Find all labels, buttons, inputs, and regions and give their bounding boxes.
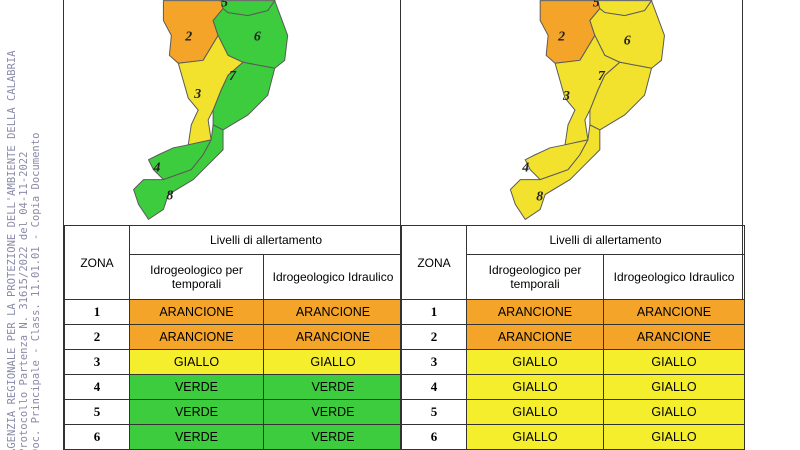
zona-header: ZONA — [401, 225, 467, 300]
table-row: 1 ARANCIONE ARANCIONE — [401, 299, 745, 325]
table-row: 4 VERDE VERDE — [64, 374, 403, 400]
storm-level-cell: GIALLO — [466, 349, 604, 375]
map-zone-label: 2 — [557, 29, 565, 44]
protocol-stamp-text: AGENZIA REGIONALE PER LA PROTEZIONE DELL… — [6, 0, 42, 450]
hydraulic-level-cell: GIALLO — [603, 424, 745, 450]
map-zone-label: 4 — [152, 161, 160, 176]
table-row: 3 GIALLO GIALLO — [401, 349, 745, 375]
storm-level-cell: GIALLO — [466, 399, 604, 425]
zone-number: 5 — [64, 399, 130, 425]
hydraulic-hazard-header: Idrogeologico Idraulico — [603, 254, 745, 300]
zone-number: 6 — [64, 424, 130, 450]
hydraulic-level-cell: VERDE — [263, 424, 403, 450]
protocol-stamp: AGENZIA REGIONALE PER LA PROTEZIONE DELL… — [0, 0, 48, 450]
map-zone-label: 8 — [166, 188, 173, 203]
table-row: 6 GIALLO GIALLO — [401, 424, 745, 450]
map-zone-label: 2 — [184, 29, 192, 44]
forecast-panel-right: 2 5 6 7 3 4 8 ZONA Livelli di allertamen… — [400, 0, 745, 450]
hydraulic-level-cell: VERDE — [263, 399, 403, 425]
alert-levels-table-right: ZONA Livelli di allertamento Idrogeologi… — [401, 225, 745, 450]
region-map-right: 2 5 6 7 3 4 8 — [401, 0, 742, 225]
zone-number: 3 — [64, 349, 130, 375]
map-zone-label: 6 — [624, 33, 631, 48]
zone-number: 4 — [401, 374, 467, 400]
storm-level-cell: GIALLO — [466, 424, 604, 450]
map-zone — [554, 34, 621, 146]
stamp-line-2: Protocollo Partenza N. 31615/2022 del 04… — [18, 151, 30, 450]
storm-level-cell: ARANCIONE — [466, 299, 604, 325]
storm-level-cell: GIALLO — [129, 349, 264, 375]
map-zone-label: 5 — [221, 0, 228, 11]
hydraulic-level-cell: GIALLO — [263, 349, 403, 375]
storm-hazard-header: Idrogeologico per temporali — [129, 254, 264, 300]
hydraulic-level-cell: VERDE — [263, 374, 403, 400]
forecast-panel-left: 2 5 6 7 3 4 8 ZONA Livelli di allertamen… — [63, 0, 403, 450]
map-zone-label: 7 — [229, 69, 237, 84]
alert-levels-header: Livelli di allertamento — [466, 225, 745, 255]
hydraulic-level-cell: ARANCIONE — [603, 299, 745, 325]
map-zone-label: 3 — [562, 89, 570, 104]
map-zone-label: 4 — [521, 161, 529, 176]
map-zone — [509, 124, 601, 221]
table-row: 3 GIALLO GIALLO — [64, 349, 403, 375]
hydraulic-level-cell: ARANCIONE — [603, 324, 745, 350]
storm-level-cell: VERDE — [129, 399, 264, 425]
storm-hazard-header: Idrogeologico per temporali — [466, 254, 604, 300]
storm-level-cell: VERDE — [129, 374, 264, 400]
storm-level-cell: GIALLO — [466, 374, 604, 400]
hydraulic-level-cell: ARANCIONE — [263, 299, 403, 325]
map-zone-label: 8 — [536, 189, 543, 204]
zone-number: 1 — [64, 299, 130, 325]
region-map-left: 2 5 6 7 3 4 8 — [64, 0, 400, 225]
zone-number: 2 — [401, 324, 467, 350]
calabria-map-right: 2 5 6 7 3 4 8 — [509, 0, 665, 221]
map-zone-labels: 2 5 6 7 3 4 8 — [152, 0, 260, 203]
map-zone-labels: 2 5 6 7 3 4 8 — [521, 0, 630, 204]
table-row: 2 ARANCIONE ARANCIONE — [401, 324, 745, 350]
table-row: 5 VERDE VERDE — [64, 399, 403, 425]
storm-level-cell: VERDE — [129, 424, 264, 450]
zone-number: 2 — [64, 324, 130, 350]
map-zone-label: 6 — [254, 29, 261, 44]
table-row: 5 GIALLO GIALLO — [401, 399, 745, 425]
hydraulic-level-cell: GIALLO — [603, 374, 745, 400]
table-row: 1 ARANCIONE ARANCIONE — [64, 299, 403, 325]
storm-level-cell: ARANCIONE — [466, 324, 604, 350]
table-row: 4 GIALLO GIALLO — [401, 374, 745, 400]
stamp-line-3: Doc. Principale - Class. 11.01.01 - Copi… — [30, 132, 42, 450]
map-zone — [177, 34, 244, 146]
alert-levels-header: Livelli di allertamento — [129, 225, 403, 255]
hydraulic-level-cell: GIALLO — [603, 349, 745, 375]
storm-level-cell: ARANCIONE — [129, 299, 264, 325]
alert-levels-table-left: ZONA Livelli di allertamento Idrogeologi… — [64, 225, 403, 450]
hydraulic-level-cell: GIALLO — [603, 399, 745, 425]
zone-number: 1 — [401, 299, 467, 325]
table-row: 6 VERDE VERDE — [64, 424, 403, 450]
map-zone-label: 3 — [193, 87, 201, 102]
storm-level-cell: ARANCIONE — [129, 324, 264, 350]
hydraulic-hazard-header: Idrogeologico Idraulico — [263, 254, 403, 300]
zone-number: 6 — [401, 424, 467, 450]
stamp-line-1: AGENZIA REGIONALE PER LA PROTEZIONE DELL… — [6, 50, 18, 450]
map-zone-label: 5 — [593, 0, 600, 11]
calabria-map-left: 2 5 6 7 3 4 8 — [133, 0, 289, 221]
hydraulic-level-cell: ARANCIONE — [263, 324, 403, 350]
map-zone — [133, 124, 224, 221]
zone-number: 3 — [401, 349, 467, 375]
table-row: 2 ARANCIONE ARANCIONE — [64, 324, 403, 350]
zona-header: ZONA — [64, 225, 130, 300]
map-zone-label: 7 — [598, 69, 606, 84]
zone-number: 4 — [64, 374, 130, 400]
zone-number: 5 — [401, 399, 467, 425]
